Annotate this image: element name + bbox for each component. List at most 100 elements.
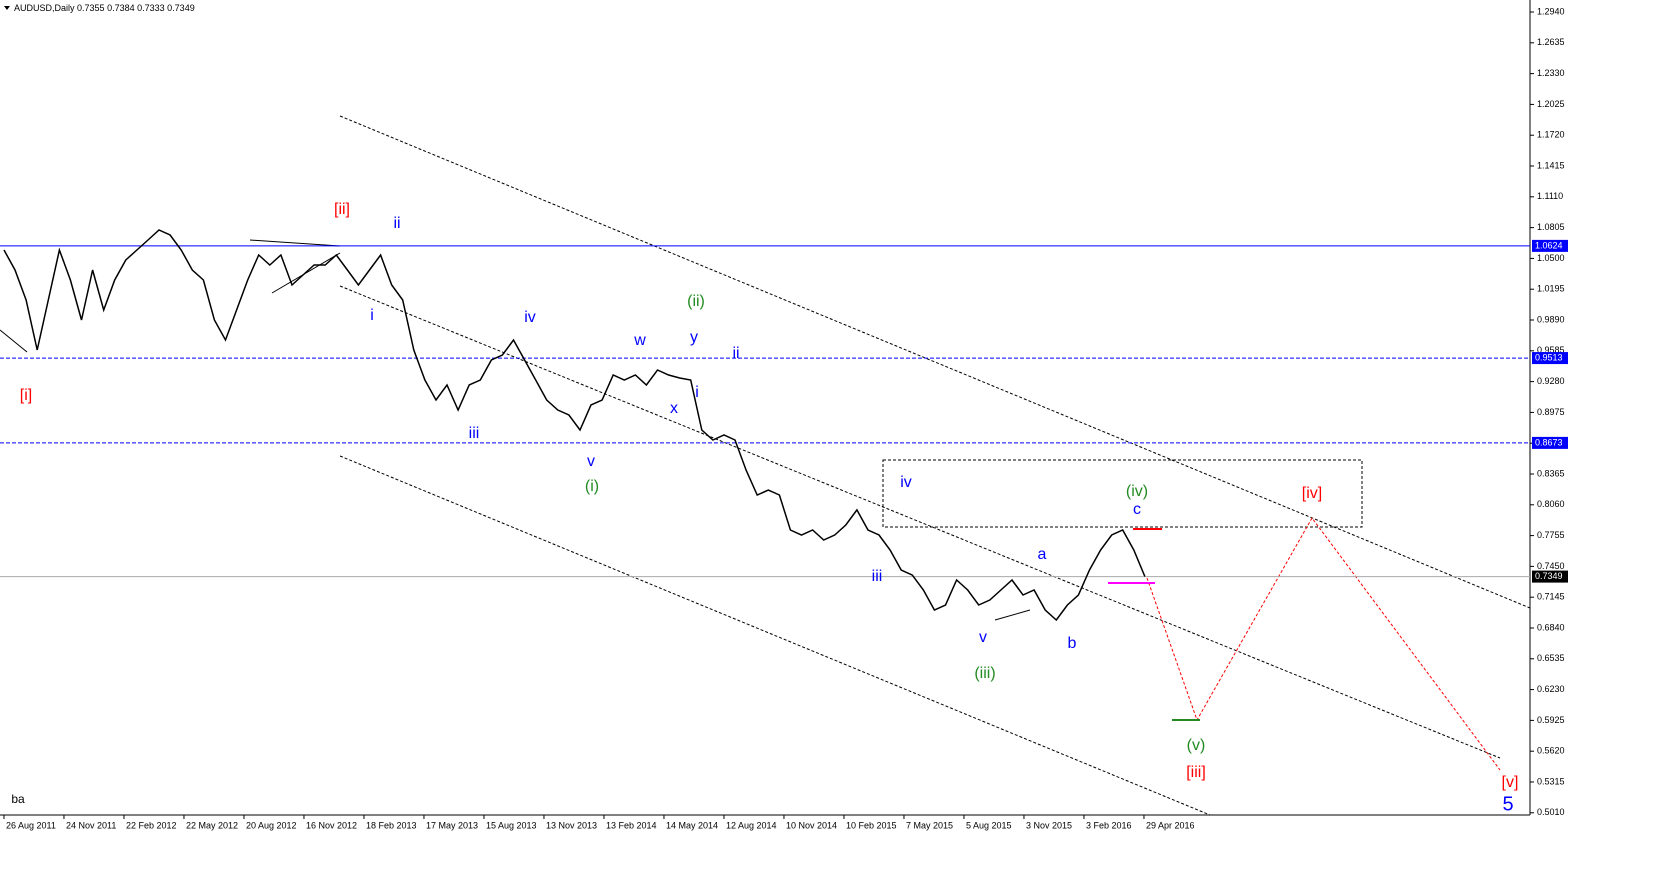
y-tick-label: 1.1720: [1537, 130, 1565, 140]
x-tick-label: 10 Feb 2015: [846, 820, 897, 830]
wave-label: v: [979, 629, 987, 646]
y-tick-label: 0.8365: [1537, 468, 1565, 478]
level-label-box: [1532, 570, 1568, 583]
y-tick-label: 0.9585: [1537, 345, 1565, 355]
trend-line: [994, 609, 1031, 621]
wave-label: [iv]: [1302, 485, 1322, 502]
price-line: [3, 229, 1146, 622]
y-tick-label: 1.1415: [1537, 160, 1565, 170]
x-tick-label: 24 Nov 2011: [66, 820, 116, 830]
wave-label: (iv): [1126, 483, 1148, 500]
level-label: 1.0624: [1535, 240, 1563, 250]
x-tick-label: 15 Aug 2013: [486, 820, 537, 830]
plot-area: [0, 0, 1530, 815]
header-icon: [4, 6, 10, 10]
level-label: 0.7349: [1535, 571, 1563, 581]
channel-lower: [339, 455, 1211, 816]
ohlc-close: 0.7349: [167, 3, 195, 13]
wave-label: i: [370, 307, 374, 324]
y-tick-label: 1.1110: [1537, 191, 1563, 201]
x-tick-label: 10 Nov 2014: [786, 820, 837, 830]
level-label-box: [1532, 436, 1568, 449]
x-tick-label: 13 Feb 2014: [606, 820, 657, 830]
x-tick-label: 12 Aug 2014: [726, 820, 777, 830]
trend-line: [249, 239, 341, 247]
wave-label: [iii]: [1186, 764, 1206, 781]
y-tick-label: 1.2025: [1537, 99, 1565, 109]
y-tick-label: 1.0195: [1537, 284, 1565, 294]
wave-label: (v): [1187, 737, 1206, 754]
x-tick-label: 3 Feb 2016: [1086, 820, 1132, 830]
x-tick-label: 3 Nov 2015: [1026, 820, 1072, 830]
x-tick-label: 22 May 2012: [186, 820, 238, 830]
wave-label: (i): [585, 478, 599, 495]
level-label: 0.8673: [1535, 437, 1563, 447]
ohlc-open: 0.7355: [77, 3, 105, 13]
y-tick-label: 0.6535: [1537, 653, 1565, 663]
wave-label: iv: [900, 474, 912, 491]
wave-label: x: [670, 400, 678, 417]
x-tick-label: 26 Aug 2011: [6, 820, 56, 830]
channel-lines: [339, 115, 1531, 816]
y-tick-label: 0.7145: [1537, 592, 1565, 602]
wave-label: [v]: [1502, 774, 1519, 791]
y-tick-label: 1.2635: [1537, 37, 1565, 47]
y-tick-label: 0.7755: [1537, 530, 1565, 540]
level-label: 0.9513: [1535, 352, 1563, 362]
x-tick-label: 13 Nov 2013: [546, 820, 597, 830]
level-label-box: [1532, 239, 1568, 252]
channel-middle: [339, 285, 1501, 759]
wave-label: b: [1068, 635, 1077, 652]
ohlc-low: 0.7333: [137, 3, 165, 13]
wave-label: [i]: [20, 387, 32, 404]
wave-label: iv: [524, 309, 536, 326]
wave-label: (iii): [974, 665, 995, 682]
x-tick-label: 14 May 2014: [666, 820, 718, 830]
x-tick-label: 16 Nov 2012: [306, 820, 357, 830]
y-tick-label: 1.0805: [1537, 222, 1565, 232]
x-tick-label: 29 Apr 2016: [1146, 820, 1195, 830]
wave-label: w: [633, 332, 646, 349]
level-label-box: [1532, 352, 1568, 365]
ohlc-high: 0.7384: [107, 3, 135, 13]
y-tick-label: 0.5620: [1537, 746, 1565, 756]
wave-label: i: [695, 384, 699, 401]
wave-label: v: [587, 453, 595, 470]
y-tick-label: 1.2330: [1537, 68, 1565, 78]
wave-label: (ii): [687, 293, 705, 310]
y-tick-label: 0.7450: [1537, 561, 1565, 571]
x-tick-label: 20 Aug 2012: [246, 820, 297, 830]
wave-label: [ii]: [334, 201, 350, 218]
y-tick-label: 0.5925: [1537, 715, 1565, 725]
y-tick-label: 0.5010: [1537, 807, 1565, 817]
wave-label: c: [1133, 501, 1141, 518]
y-tick-label: 0.8060: [1537, 499, 1565, 509]
wave-label: iii: [872, 568, 883, 585]
y-tick-label: 1.0500: [1537, 253, 1565, 263]
wave-label: 5: [1502, 793, 1513, 815]
x-tick-label: 17 May 2013: [426, 820, 478, 830]
x-tick-label: 22 Feb 2012: [126, 820, 177, 830]
y-tick-label: 1.2940: [1537, 6, 1565, 16]
header: AUDUSD,Daily 0.7355 0.7384 0.7333 0.7349: [14, 3, 195, 13]
wave-label: ii: [393, 215, 400, 232]
wave-label: iii: [469, 425, 480, 442]
y-tick-label: 0.8975: [1537, 407, 1565, 417]
y-tick-label: 0.6230: [1537, 684, 1565, 694]
wave-label: a: [1038, 546, 1047, 563]
x-tick-label: 18 Feb 2013: [366, 820, 417, 830]
symbol: AUDUSD,Daily: [14, 3, 75, 13]
wave-label: ii: [732, 345, 739, 362]
y-tick-label: 0.6840: [1537, 622, 1565, 632]
projection-path: [1146, 517, 1501, 771]
y-tick-label: 0.9890: [1537, 314, 1565, 324]
x-tick-label: 7 May 2015: [906, 820, 953, 830]
x-tick-label: 5 Aug 2015: [966, 820, 1012, 830]
wave-label: y: [690, 329, 698, 346]
wave-label: ba: [11, 792, 25, 806]
trend-line: [0, 329, 28, 353]
target-box: [882, 459, 1363, 528]
y-tick-label: 0.5315: [1537, 776, 1565, 786]
y-tick-label: 0.9280: [1537, 376, 1565, 386]
